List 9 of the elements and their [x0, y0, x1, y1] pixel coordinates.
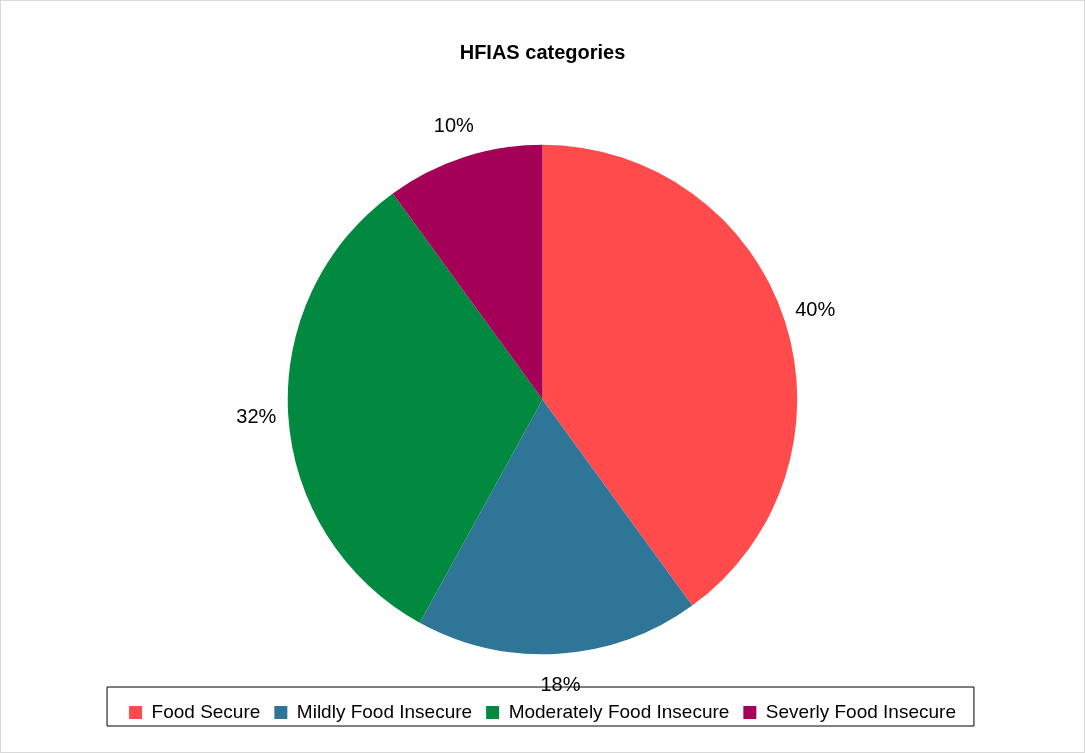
legend-label: Severly Food Insecure	[765, 700, 956, 722]
data-label: 32%	[236, 405, 277, 428]
legend-label: Mildly Food Insecure	[296, 700, 473, 722]
data-label: 40%	[795, 298, 836, 321]
chart-title: HFIAS categories	[459, 40, 626, 63]
legend-label: Food Secure	[151, 700, 261, 722]
legend-label: Moderately Food Insecure	[508, 700, 730, 722]
data-label: 18%	[540, 673, 581, 696]
data-label: 10%	[433, 114, 475, 137]
